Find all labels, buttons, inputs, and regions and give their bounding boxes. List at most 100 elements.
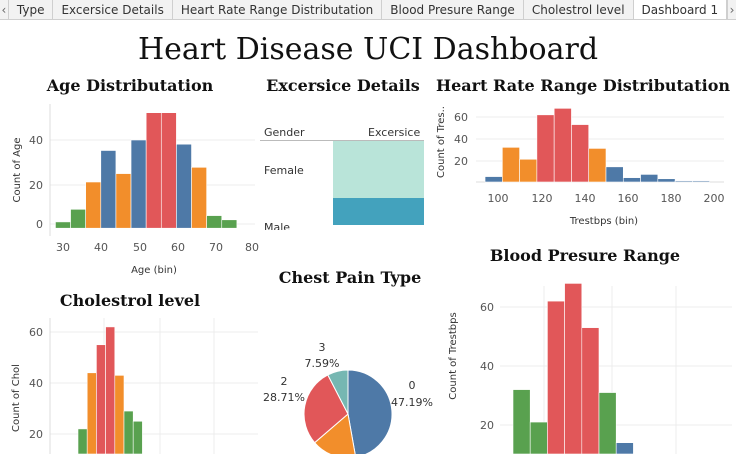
bp-y-tick: 40	[480, 360, 494, 373]
age-bar[interactable]	[130, 139, 147, 229]
age-bar[interactable]	[191, 167, 207, 229]
heart-bar[interactable]	[536, 114, 555, 183]
pie-slice-0[interactable]	[347, 369, 393, 454]
heart-bar[interactable]	[605, 166, 624, 183]
heart-x-tick: 100	[488, 192, 509, 205]
exercise-female-bar[interactable]	[333, 141, 424, 198]
heart-x-label: Trestbps (bin)	[569, 216, 638, 227]
age-bar[interactable]	[85, 181, 102, 229]
tab-type[interactable]: Type	[9, 0, 54, 19]
pie-label-code-3: 3	[319, 341, 326, 354]
heart-bar[interactable]	[674, 180, 693, 183]
age-bar[interactable]	[100, 150, 117, 229]
blood-pressure-chart: 60 40 20 Count of Trestbps	[448, 283, 732, 454]
heart-bar[interactable]	[571, 124, 590, 183]
exercise-row-female: Female	[264, 164, 304, 177]
pie-label-code-0: 0	[409, 379, 416, 392]
pie-slices	[303, 369, 393, 454]
age-bar[interactable]	[206, 215, 223, 229]
pie-slice-3[interactable]	[327, 369, 349, 415]
tab-dashboard-1[interactable]: Dashboard 1	[633, 0, 728, 19]
bp-bar[interactable]	[615, 442, 634, 454]
heart-rate-chart: 60 40 20 100 120 140 160 180 200 Trestbp…	[436, 106, 725, 227]
age-bar[interactable]	[221, 219, 238, 229]
heart-bar[interactable]	[484, 176, 503, 183]
age-x-tick: 70	[209, 241, 223, 254]
chol-bar[interactable]	[105, 326, 116, 454]
sheet-tab-bar: ‹ Type Excersice Details Heart Rate Rang…	[0, 0, 736, 20]
heart-x-tick: 200	[704, 192, 725, 205]
age-x-tick: 40	[94, 241, 108, 254]
heart-y-tick: 40	[454, 133, 468, 146]
tab-cholestrol-level[interactable]: Cholestrol level	[524, 0, 634, 19]
age-bar[interactable]	[55, 221, 71, 229]
heart-bar[interactable]	[519, 158, 538, 183]
bp-bar[interactable]	[529, 421, 548, 454]
heart-bars	[484, 108, 710, 183]
chol-bar[interactable]	[123, 410, 134, 454]
exercise-gender-header: Gender	[264, 126, 305, 139]
heart-bar[interactable]	[657, 178, 676, 183]
age-bar[interactable]	[160, 112, 177, 229]
chol-y-label: Count of Chol	[11, 364, 22, 432]
age-bar[interactable]	[145, 112, 162, 229]
chol-bar[interactable]	[96, 344, 106, 454]
exercise-male-row-clip: Male	[260, 222, 424, 230]
tab-heart-rate-range[interactable]: Heart Rate Range Distributation	[173, 0, 383, 19]
cholesterol-chart: 60 40 20 Count of Chol	[11, 318, 258, 454]
age-bar[interactable]	[70, 209, 86, 229]
age-bar[interactable]	[176, 143, 192, 229]
heart-x-tick: 140	[575, 192, 596, 205]
chol-bar[interactable]	[86, 372, 97, 454]
age-bars	[55, 112, 238, 229]
exercise-row-male: Male	[264, 222, 291, 230]
heart-bar[interactable]	[622, 177, 641, 183]
bp-bar[interactable]	[547, 300, 565, 454]
bp-bar[interactable]	[564, 283, 583, 454]
chol-y-tick: 20	[29, 428, 43, 441]
heart-bar[interactable]	[502, 147, 520, 183]
exercise-header-divider	[260, 140, 424, 141]
dashboard-title: Heart Disease UCI Dashboard	[137, 32, 599, 67]
heart-chart-title: Heart Rate Range Distributation	[436, 76, 731, 95]
heart-x-tick: 160	[618, 192, 639, 205]
heart-bar[interactable]	[692, 180, 710, 183]
bp-bars	[512, 283, 634, 454]
age-x-tick: 30	[56, 241, 70, 254]
bp-y-label: Count of Trestbps	[448, 312, 459, 399]
chol-bar[interactable]	[77, 428, 88, 454]
age-x-tick: 50	[133, 241, 147, 254]
bp-bar[interactable]	[512, 389, 531, 454]
age-x-tick: 60	[171, 241, 185, 254]
age-y-tick: 20	[29, 179, 43, 192]
bp-bar[interactable]	[598, 392, 617, 454]
age-distribution-chart: 40 20 0 30 40 50 60 70 80 Age (bin) Coun…	[12, 104, 259, 276]
heart-bar[interactable]	[553, 108, 572, 183]
bp-y-tick: 20	[480, 419, 494, 432]
chest-chart-title: Chest Pain Type	[278, 268, 422, 287]
pie-label-pct-2: 28.71%	[263, 391, 305, 404]
pie-label-code-2: 2	[281, 375, 288, 388]
tab-scroll-right-icon[interactable]: ›	[727, 0, 736, 19]
age-x-label: Age (bin)	[131, 265, 177, 276]
chol-y-tick: 40	[29, 377, 43, 390]
tab-excersice-details[interactable]: Excersice Details	[53, 0, 173, 19]
chol-bar[interactable]	[114, 375, 125, 454]
tab-scroll-left-icon[interactable]: ‹	[0, 0, 9, 19]
pie-label-pct-0: 47.19%	[391, 396, 433, 409]
heart-y-label: Count of Tres..	[436, 106, 447, 178]
exercise-female-exercise-bar[interactable]	[333, 198, 424, 225]
heart-bar[interactable]	[588, 148, 607, 183]
heart-y-tick: 20	[454, 155, 468, 168]
tab-blood-presure-range[interactable]: Blood Presure Range	[382, 0, 524, 19]
age-y-tick: 40	[29, 134, 43, 147]
pie-slice-1[interactable]	[313, 413, 356, 454]
exercise-exercise-header: Excersice	[368, 126, 421, 139]
heart-x-tick: 180	[661, 192, 682, 205]
age-bar[interactable]	[115, 173, 132, 229]
pie-slice-2[interactable]	[303, 374, 349, 444]
bp-bar[interactable]	[581, 327, 600, 454]
chol-bar[interactable]	[132, 420, 143, 454]
heart-bar[interactable]	[640, 174, 659, 183]
chol-bars	[77, 326, 143, 454]
